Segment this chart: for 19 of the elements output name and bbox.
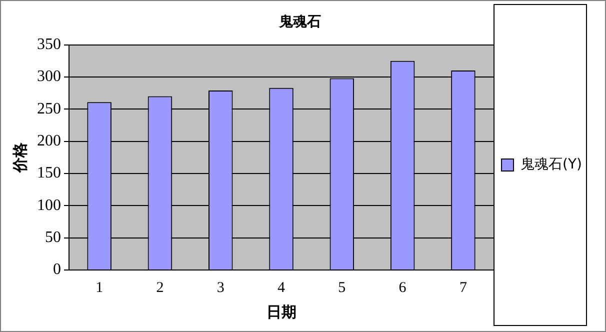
- y-tick-label: 0: [53, 261, 61, 278]
- y-tick-label: 250: [37, 100, 61, 118]
- y-tick-label: 300: [37, 68, 61, 86]
- chart-title: 鬼魂石: [278, 14, 321, 30]
- x-tick-label: 1: [96, 280, 104, 296]
- y-tick-label: 200: [37, 132, 61, 150]
- y-tick-label: 50: [45, 229, 61, 246]
- x-tick-label: 5: [338, 280, 346, 296]
- y-tick-label: 100: [37, 196, 61, 214]
- x-axis-title: 日期: [266, 302, 296, 321]
- y-tick-label: 350: [37, 36, 61, 54]
- x-tick-label: 6: [398, 280, 407, 296]
- x-tick-label: 4: [278, 280, 286, 296]
- x-tick-label: 3: [216, 280, 224, 296]
- y-tick-label: 150: [37, 164, 61, 182]
- x-tick-label: 2: [156, 280, 164, 296]
- x-tick-label: 7: [459, 280, 468, 296]
- y-axis-title: 价格: [10, 141, 29, 174]
- legend-label: 鬼魂石(Y): [520, 156, 582, 173]
